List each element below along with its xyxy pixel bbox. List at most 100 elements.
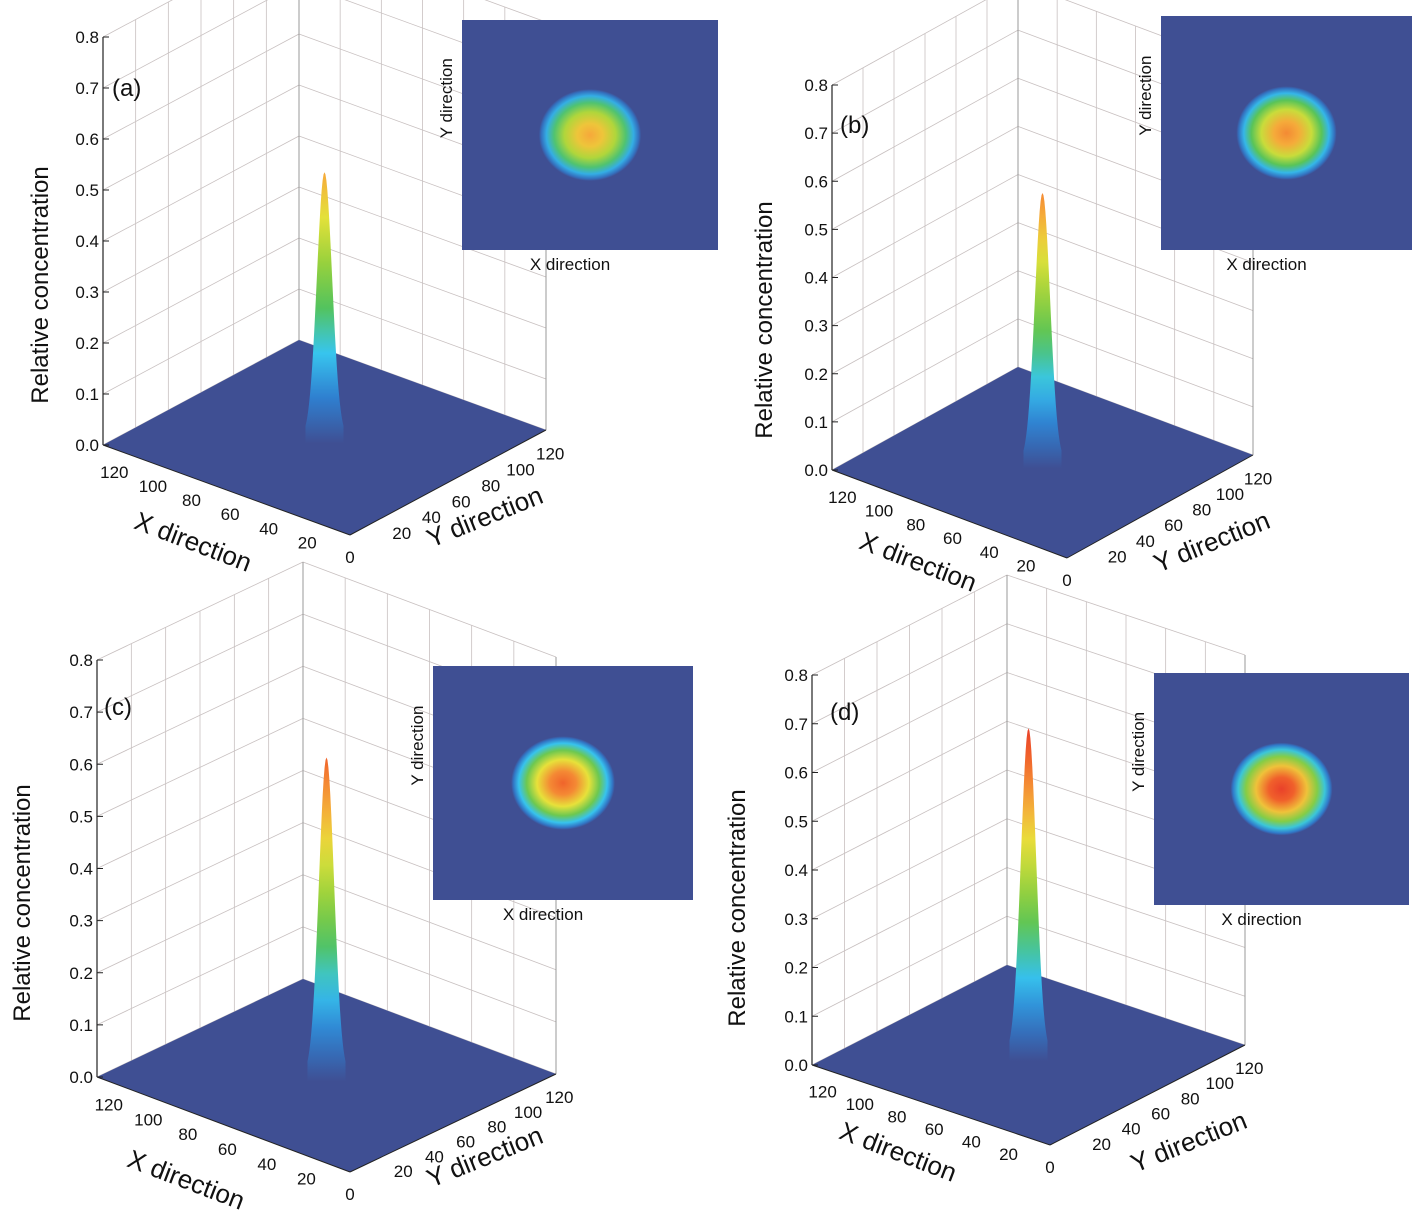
y-tick-label: 40 bbox=[1136, 532, 1155, 551]
y-tick-label: 0 bbox=[1045, 1158, 1054, 1177]
concentration-peak bbox=[1009, 728, 1048, 1061]
z-tick-label: 0.5 bbox=[75, 181, 99, 200]
panel-c: 0.00.10.20.30.40.50.60.70.81201008060402… bbox=[9, 561, 693, 1216]
x-tick-label: 100 bbox=[134, 1110, 162, 1129]
y-tick-label: 120 bbox=[1244, 469, 1272, 488]
x-tick-label: 80 bbox=[178, 1125, 197, 1144]
y-tick-label: 40 bbox=[1122, 1120, 1141, 1139]
z-tick-label: 0.3 bbox=[69, 912, 93, 931]
panel-a: 0.00.10.20.30.40.50.60.70.81201008060402… bbox=[27, 0, 718, 578]
x-tick-label: 100 bbox=[865, 502, 893, 521]
z-tick-label: 0.1 bbox=[69, 1016, 93, 1035]
y-tick-label: 120 bbox=[536, 445, 564, 464]
x-tick-label: 40 bbox=[962, 1132, 981, 1151]
y-tick-label: 60 bbox=[452, 492, 471, 511]
panel-label: (a) bbox=[112, 75, 141, 102]
z-tick-label: 0.0 bbox=[69, 1068, 93, 1087]
y-axis-line bbox=[349, 429, 547, 536]
x-tick-label: 100 bbox=[846, 1095, 874, 1114]
y-tick-label: 120 bbox=[545, 1088, 573, 1107]
z-tick-label: 0.3 bbox=[804, 317, 828, 336]
x-tick-label: 60 bbox=[218, 1140, 237, 1159]
x-tick-label: 20 bbox=[297, 1170, 316, 1189]
y-tick-label: 0 bbox=[1062, 571, 1071, 590]
y-tick-label: 80 bbox=[487, 1118, 506, 1137]
panel-d: 0.00.10.20.30.40.50.60.70.81201008060402… bbox=[724, 574, 1409, 1188]
y-tick-label: 60 bbox=[456, 1132, 475, 1151]
z-tick-label: 0.4 bbox=[804, 269, 828, 288]
x-tick-label: 60 bbox=[221, 505, 240, 524]
inset-x-label: X direction bbox=[503, 905, 583, 924]
y-tick-label: 100 bbox=[514, 1103, 542, 1122]
z-axis-title: Relative concentration bbox=[724, 789, 751, 1026]
inset-x-label: X direction bbox=[1221, 910, 1301, 929]
y-tick-label: 80 bbox=[1181, 1089, 1200, 1108]
x-tick-label: 80 bbox=[182, 491, 201, 510]
z-tick-label: 0.6 bbox=[804, 172, 828, 191]
z-tick-label: 0.0 bbox=[784, 1056, 808, 1075]
y-tick-label: 40 bbox=[422, 508, 441, 527]
x-tick-label: 40 bbox=[257, 1155, 276, 1174]
z-tick-label: 0.4 bbox=[75, 232, 99, 251]
x-axis-title: X direction bbox=[856, 526, 981, 598]
x-tick-label: 80 bbox=[906, 515, 925, 534]
z-tick-label: 0.7 bbox=[69, 703, 93, 722]
z-tick-label: 0.6 bbox=[69, 755, 93, 774]
x-axis-line bbox=[831, 469, 1068, 559]
y-tick-label: 60 bbox=[1151, 1105, 1170, 1124]
x-tick-label: 20 bbox=[999, 1145, 1018, 1164]
inset-y-label: Y direction bbox=[1136, 56, 1155, 136]
z-tick-label: 0.2 bbox=[784, 959, 808, 978]
x-tick-label: 60 bbox=[925, 1120, 944, 1139]
x-tick-label: 100 bbox=[139, 477, 167, 496]
z-axis-title: Relative concentration bbox=[9, 784, 36, 1021]
z-tick-label: 0.5 bbox=[69, 807, 93, 826]
inset-y-label: Y direction bbox=[408, 706, 427, 786]
y-tick-label: 120 bbox=[1235, 1059, 1263, 1078]
x-tick-label: 40 bbox=[259, 519, 278, 538]
y-tick-label: 20 bbox=[392, 524, 411, 543]
z-tick-label: 0.4 bbox=[69, 860, 93, 879]
y-tick-label: 80 bbox=[481, 476, 500, 495]
concentration-peak bbox=[1023, 193, 1062, 469]
z-axis-title: Relative concentration bbox=[27, 166, 54, 403]
z-tick-label: 0.6 bbox=[75, 130, 99, 149]
z-tick-label: 0.1 bbox=[804, 413, 828, 432]
z-tick-label: 0.8 bbox=[804, 76, 828, 95]
y-tick-label: 0 bbox=[345, 1185, 354, 1204]
inset-y-label: Y direction bbox=[437, 58, 456, 138]
y-tick-label: 20 bbox=[394, 1162, 413, 1181]
z-tick-label: 0.7 bbox=[75, 79, 99, 98]
x-tick-label: 120 bbox=[828, 488, 856, 507]
z-axis-title: Relative concentration bbox=[751, 201, 778, 438]
y-axis-line bbox=[349, 1073, 557, 1173]
y-tick-label: 60 bbox=[1164, 516, 1183, 535]
inset-heatmap-spot bbox=[1230, 742, 1333, 836]
panel-b: 0.00.10.20.30.40.50.60.70.81201008060402… bbox=[751, 0, 1412, 598]
y-tick-label: 40 bbox=[425, 1147, 444, 1166]
inset-x-label: X direction bbox=[530, 255, 610, 274]
z-tick-label: 0.8 bbox=[784, 666, 808, 685]
y-axis-line bbox=[1066, 454, 1254, 559]
z-tick-label: 0.0 bbox=[804, 461, 828, 480]
z-tick-label: 0.3 bbox=[75, 283, 99, 302]
concentration-peak bbox=[305, 172, 344, 444]
z-tick-label: 0.3 bbox=[784, 910, 808, 929]
y-tick-label: 100 bbox=[1216, 485, 1244, 504]
inset-heatmap-spot bbox=[511, 736, 615, 830]
z-tick-label: 0.8 bbox=[69, 651, 93, 670]
y-tick-label: 100 bbox=[506, 460, 534, 479]
x-tick-label: 20 bbox=[1016, 557, 1035, 576]
panel-label: (c) bbox=[104, 694, 132, 721]
y-tick-label: 20 bbox=[1108, 547, 1127, 566]
z-tick-label: 0.5 bbox=[784, 812, 808, 831]
y-axis-line bbox=[1049, 1044, 1246, 1146]
x-axis-line bbox=[811, 1064, 1051, 1146]
x-axis-line bbox=[96, 1076, 351, 1173]
z-tick-label: 0.5 bbox=[804, 220, 828, 239]
y-tick-label: 20 bbox=[1092, 1135, 1111, 1154]
z-tick-label: 0.8 bbox=[75, 28, 99, 47]
inset-x-label: X direction bbox=[1226, 255, 1306, 274]
z-tick-label: 0.2 bbox=[75, 334, 99, 353]
